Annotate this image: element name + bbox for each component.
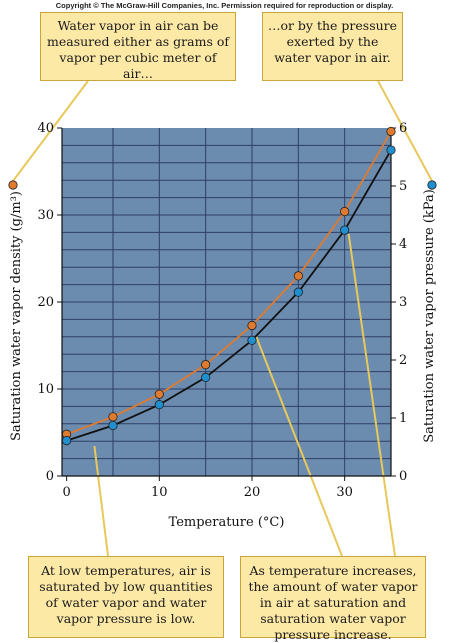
leader-density-callout (12, 80, 89, 182)
leader-pressure-callout (377, 80, 433, 182)
pressure-point (247, 335, 257, 345)
axes: 0 10 20 30 0 10 20 30 40 0 1 2 3 4 5 6 (37, 121, 407, 500)
y-right-tick-label: 5 (399, 179, 407, 194)
y-right-tick-label: 1 (399, 411, 407, 426)
leader-lines (12, 80, 433, 557)
y-right-tick-label: 6 (399, 121, 407, 136)
y-right-tick-label: 2 (399, 353, 407, 368)
callout-density: Water vapor in air can be measured eithe… (40, 12, 236, 81)
pressure-point (108, 420, 118, 431)
y-right-tick-label: 3 (399, 295, 407, 310)
x-tick-label: 0 (62, 485, 70, 500)
pressure-point (201, 372, 211, 382)
leader-low-temperature (93, 445, 109, 557)
series (62, 126, 396, 446)
pressure-point (154, 400, 164, 410)
x-tick-label: 30 (336, 485, 353, 500)
density-series-line (66, 131, 392, 436)
density-legend-marker (8, 180, 18, 190)
density-point (108, 412, 118, 422)
pressure-series-line (66, 149, 392, 442)
density-point (154, 389, 164, 399)
grid (62, 128, 391, 476)
y-left-tick-label: 40 (37, 121, 54, 136)
callout-pressure: …or by the pressure exerted by the water… (262, 12, 403, 81)
y-right-tick-label: 0 (399, 469, 407, 484)
y-axis-left-label: Saturation water vapor density (g/m³) (9, 191, 24, 441)
pressure-legend-marker (427, 180, 437, 190)
density-point (386, 126, 396, 137)
pressure-point (386, 145, 396, 155)
y-right-tick-label: 4 (399, 237, 407, 252)
x-tick-label: 10 (151, 485, 168, 500)
y-left-tick-label: 0 (46, 469, 54, 484)
copyright-notice: Copyright © The McGraw-Hill Companies, I… (55, 1, 394, 10)
leader-rising-temperature-1 (255, 335, 343, 557)
density-point (293, 271, 303, 281)
pressure-point (293, 287, 303, 297)
y-axis-right-label: Saturation water vapor pressure (kPa) (422, 189, 437, 443)
density-point (201, 360, 211, 370)
pressure-point (340, 225, 350, 235)
x-axis-label: Temperature (°C) (169, 515, 285, 530)
callout-rising-temperature: As temperature increases, the amount of … (240, 556, 426, 642)
y-left-tick-label: 30 (37, 208, 54, 223)
callout-low-temperature: At low temperatures, air is saturated by… (28, 556, 224, 638)
leader-rising-temperature-2 (347, 233, 396, 557)
x-tick-label: 20 (244, 485, 261, 500)
pressure-point (62, 436, 72, 446)
y-left-tick-label: 10 (37, 382, 54, 397)
density-point (340, 206, 350, 217)
density-point (247, 320, 257, 331)
y-left-tick-label: 20 (37, 295, 54, 310)
